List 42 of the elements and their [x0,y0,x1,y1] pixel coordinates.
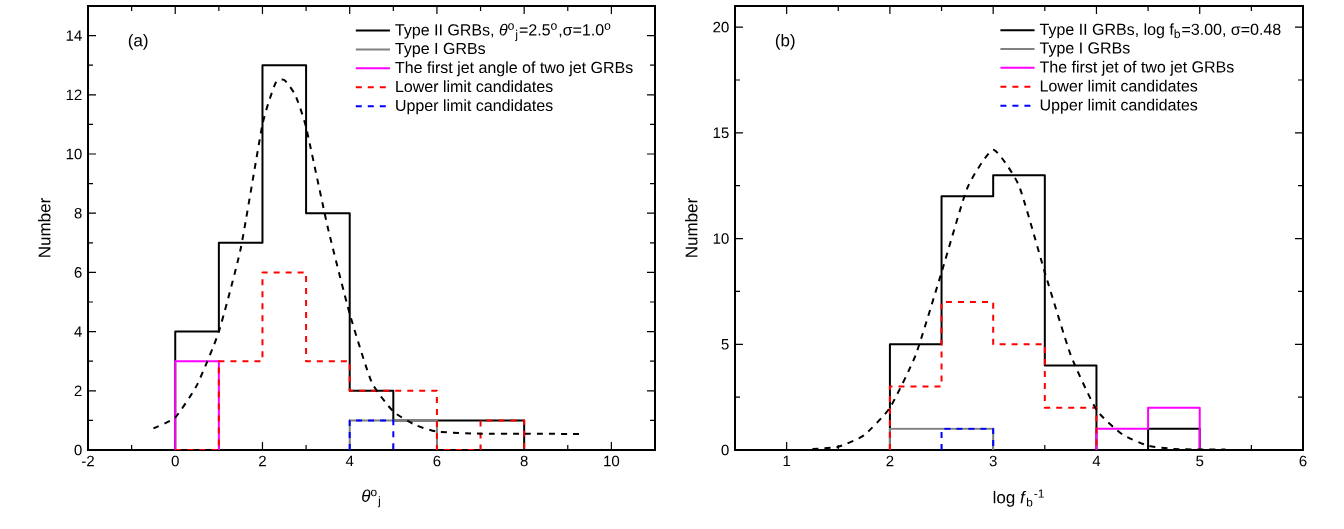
legend-label: Upper limit candidates [396,99,553,115]
x-axis-title: log f$_{b}$-1 [993,489,1044,507]
legend-label: The first jet angle of two jet GRBs [395,61,633,77]
y-tick-label: 14 [66,30,82,41]
x-tick-label: 3 [989,455,997,467]
y-tick-label: 0 [74,444,82,456]
legend-label: The first jet of two jet GRBs [1039,60,1234,76]
legend-label: Type II GRBs, θ$^{o}$$_{j}$=2.5$^{o}$,σ=1.0$^{o}$ [395,23,611,42]
x-tick-label: 5 [1196,455,1204,467]
legend-label: Type II GRBs, log f$_{b}$=3.00, σ=0.48 [1039,23,1281,39]
x-axis-title: θ$^{o}$j [362,489,380,508]
x-tick-label: 6 [433,455,441,467]
x-tick-label: 1 [783,455,791,467]
x-tick-label: 10 [604,455,620,467]
legend-label: Lower limit candidates [1040,79,1198,92]
annotation: (b) [775,33,795,50]
y-tick-label: 2 [74,385,82,397]
legend-label: Lower limit candidates [396,80,553,93]
legend-label: Type I GRBs [395,42,486,58]
legend-label: Upper limit candidates [1040,98,1198,114]
y-tick-label: 6 [74,267,82,278]
x-tick-label: 8 [520,455,528,467]
y-tick-label: 10 [713,233,729,244]
x-tick-label: 4 [345,455,354,467]
annotation: (a) [128,33,148,50]
x-tick-label: -2 [82,455,94,467]
y-tick-label: 4 [74,326,82,337]
y-tick-label: 20 [713,21,729,33]
x-tick-label: 4 [1092,455,1101,467]
y-tick-label: 10 [66,148,82,160]
y-tick-label: 8 [74,207,82,219]
y-tick-label: 15 [713,127,729,139]
y-tick-label: 12 [66,89,82,101]
x-tick-label: 2 [259,455,266,467]
y-tick-label: 5 [721,339,729,350]
x-tick-label: 6 [1299,455,1307,467]
y-tick-label: 0 [721,444,729,456]
y-axis-title: Number [38,198,51,257]
x-tick-label: 2 [886,455,894,467]
legend-label: Type I GRBs [1039,42,1130,57]
x-tick-label: 0 [171,455,179,467]
y-axis-title: Number [685,198,698,257]
